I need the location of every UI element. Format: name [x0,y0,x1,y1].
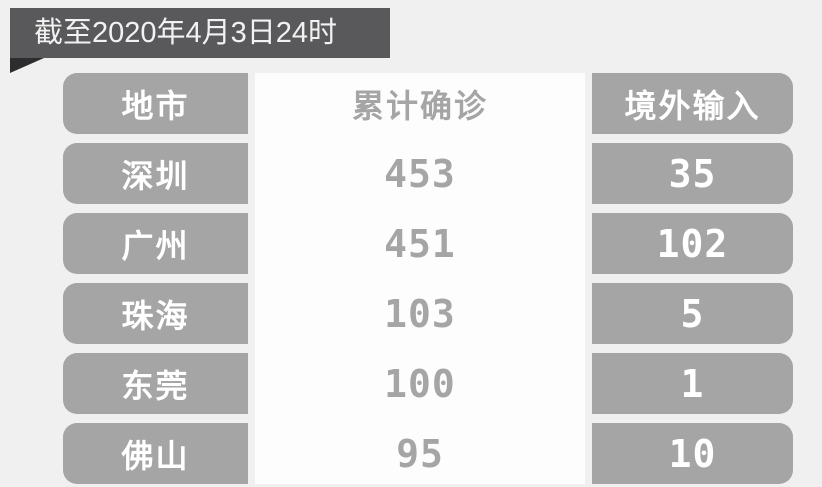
confirmed-value: 95 [396,431,444,476]
banner-fold-corner [10,58,44,73]
header-cell-city: 地市 [63,73,248,134]
confirmed-value: 100 [384,361,456,406]
imported-cell: 10 [592,423,793,484]
confirmed-cell: 103 [255,283,585,344]
imported-cell: 35 [592,143,793,204]
header-cell-imported: 境外输入 [592,73,793,134]
city-label: 珠海 [121,297,190,334]
data-table: 地市 累计确诊 境外输入 深圳 453 35 广州 [63,73,793,487]
city-cell: 广州 [63,213,248,274]
header-cell-confirmed: 累计确诊 [255,73,585,134]
imported-value: 102 [656,221,729,266]
table-row: 佛山 95 10 [63,423,793,484]
table-row: 广州 451 102 [63,213,793,274]
table-row: 珠海 103 5 [63,283,793,344]
header-label-imported: 境外输入 [624,87,761,124]
city-cell: 珠海 [63,283,248,344]
city-cell: 深圳 [63,143,248,204]
table-header-row: 地市 累计确诊 境外输入 [63,73,793,134]
header-label-city: 地市 [121,87,190,124]
city-label: 佛山 [121,437,190,474]
header-label-confirmed: 累计确诊 [351,87,488,124]
confirmed-cell: 100 [255,353,585,414]
date-banner: 截至2020年4月3日24时 [10,8,390,58]
imported-value: 35 [668,151,717,196]
confirmed-value: 453 [384,151,456,196]
city-label: 广州 [121,227,190,264]
city-label: 东莞 [121,367,190,404]
date-banner-label: 截至2020年4月3日24时 [34,17,338,49]
imported-cell: 5 [592,283,793,344]
confirmed-cell: 451 [255,213,585,274]
table-row: 东莞 100 1 [63,353,793,414]
imported-value: 5 [680,291,705,336]
city-label: 深圳 [121,157,190,194]
imported-value: 1 [680,361,705,406]
confirmed-cell: 453 [255,143,585,204]
city-cell: 东莞 [63,353,248,414]
middle-column-band [255,73,585,484]
city-cell: 佛山 [63,423,248,484]
confirmed-cell: 95 [255,423,585,484]
confirmed-value: 103 [384,291,456,336]
imported-cell: 1 [592,353,793,414]
confirmed-value: 451 [384,221,456,266]
imported-value: 10 [668,431,717,476]
imported-cell: 102 [592,213,793,274]
table-row: 深圳 453 35 [63,143,793,204]
